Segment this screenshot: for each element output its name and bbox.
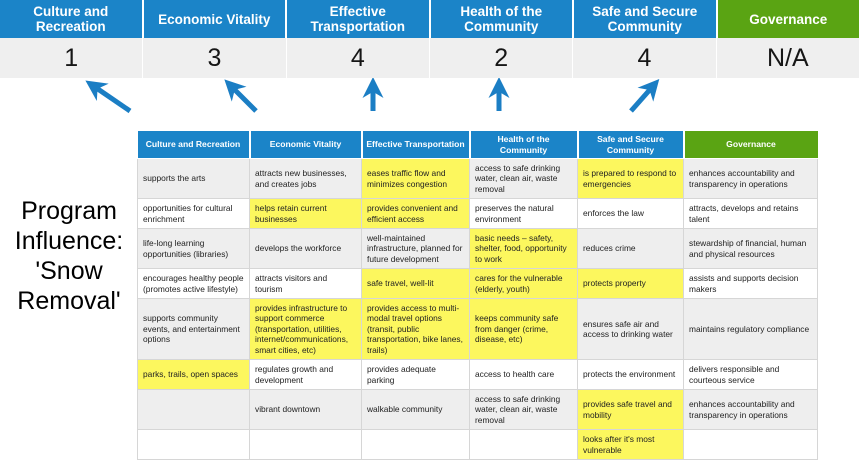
matrix-cell: looks after it's most vulnerable [577, 429, 684, 460]
matrix-cell: provides adequate parking [361, 359, 470, 390]
matrix-cell: maintains regulatory compliance [683, 298, 818, 361]
matrix-cell: provides convenient and efficient access [361, 198, 470, 230]
matrix-cell: protects the environment [577, 359, 684, 390]
matrix-cell: opportunities for cultural enrichment [137, 198, 250, 230]
caption-line-4: Removal' [17, 287, 121, 315]
matrix-header-culture-and-recreation: Culture and Recreation [137, 131, 251, 159]
matrix-cell: well-maintained infrastructure, planned … [361, 228, 470, 270]
matrix-cell: enforces the law [577, 198, 684, 230]
matrix-cell: regulates growth and development [249, 359, 362, 390]
matrix-cell: walkable community [361, 389, 470, 431]
scorecard-header-health-of-the-community: Health of the Community [430, 0, 574, 38]
matrix-body: supports the arts attracts new businesse… [137, 157, 818, 460]
arrow-up-left-icon-1 [85, 80, 132, 114]
matrix-cell [137, 429, 250, 460]
scorecard-value-safe-and-secure-community: 4 [573, 38, 717, 78]
table-row: looks after it's most vulnerable [137, 429, 818, 460]
table-row: parks, trails, open spaces regulates gro… [137, 359, 818, 390]
table-row: vibrant downtown walkable community acce… [137, 389, 818, 431]
matrix-header-row: Culture and Recreation Economic Vitality… [137, 131, 818, 159]
matrix-cell: cares for the vulnerable (elderly, youth… [469, 268, 578, 300]
matrix-cell: eases traffic flow and minimizes congest… [361, 157, 470, 200]
table-row: supports the arts attracts new businesse… [137, 157, 818, 200]
scorecard-value-governance: N/A [766, 43, 809, 72]
caption-line-1: Program [21, 197, 117, 225]
matrix-header-economic-vitality: Economic Vitality [249, 131, 363, 159]
matrix-cell: reduces crime [577, 228, 684, 270]
matrix-cell: enhances accountability and transparency… [683, 157, 818, 200]
matrix-cell [249, 429, 362, 460]
scorecard-value-row: 1 3 4 2 4 N/A [0, 38, 859, 78]
matrix-cell: develops the workforce [249, 228, 362, 270]
matrix-cell: stewardship of financial, human and phys… [683, 228, 818, 270]
arrow-group [85, 78, 660, 114]
matrix-cell: assists and supports decision makers [683, 268, 818, 300]
scorecard-header-culture-and-recreation: Culture and Recreation [0, 0, 144, 38]
matrix-cell: preserves the natural environment [469, 198, 578, 230]
scorecard-band: Culture and Recreation Economic Vitality… [0, 0, 859, 78]
matrix-header-health-of-the-community: Health of the Community [469, 131, 579, 159]
matrix-header-safe-and-secure-community: Safe and Secure Community [577, 131, 685, 159]
scorecard-value-economic-vitality: 3 [143, 38, 287, 78]
matrix-cell: parks, trails, open spaces [137, 359, 250, 390]
matrix-cell [469, 429, 578, 460]
matrix-cell: access to safe drinking water, clean air… [469, 389, 578, 431]
matrix-cell: supports the arts [137, 157, 250, 200]
matrix-cell: supports community events, and entertain… [137, 298, 250, 361]
matrix-cell: vibrant downtown [249, 389, 362, 431]
influence-matrix: Culture and Recreation Economic Vitality… [137, 131, 818, 460]
table-row: life-long learning opportunities (librar… [137, 228, 818, 270]
matrix-cell [361, 429, 470, 460]
table-row: opportunities for cultural enrichment he… [137, 198, 818, 230]
matrix-cell: enhances accountability and transparency… [683, 389, 818, 431]
scorecard-value-health-of-the-community: 2 [430, 38, 574, 78]
matrix-cell: protects property [577, 268, 684, 300]
scorecard-header-safe-and-secure-community: Safe and Secure Community [574, 0, 718, 38]
matrix-cell: helps retain current businesses [249, 198, 362, 230]
table-row: encourages healthy people (promotes acti… [137, 268, 818, 300]
scorecard-value-culture-and-recreation: 1 [0, 38, 144, 78]
scorecard-header-economic-vitality: Economic Vitality [143, 0, 287, 38]
matrix-header-effective-transportation: Effective Transportation [361, 131, 471, 159]
matrix-cell: life-long learning opportunities (librar… [137, 228, 250, 270]
scorecard-header-row: Culture and Recreation Economic Vitality… [0, 0, 859, 38]
matrix-cell: delivers responsible and courteous servi… [683, 359, 818, 390]
matrix-cell: provides safe travel and mobility [577, 389, 684, 431]
arrow-up-left-icon-2 [224, 79, 258, 113]
matrix-header-governance: Governance [683, 131, 818, 159]
matrix-cell: basic needs – safety, shelter, food, opp… [469, 228, 578, 270]
caption-line-2: Influence: [14, 227, 124, 255]
matrix-cell: safe travel, well-lit [361, 268, 470, 300]
matrix-cell: access to health care [469, 359, 578, 390]
matrix-cell [683, 429, 818, 460]
matrix-cell [137, 389, 250, 431]
table-row: supports community events, and entertain… [137, 298, 818, 361]
matrix-cell: ensures safe air and access to drinking … [577, 298, 684, 361]
scorecard-header-effective-transportation: Effective Transportation [287, 0, 431, 38]
scorecard-header-governance: Governance [717, 0, 859, 38]
matrix-cell: encourages healthy people (promotes acti… [137, 268, 250, 300]
influence-matrix-table: Culture and Recreation Economic Vitality… [137, 131, 818, 460]
matrix-cell: attracts new businesses, and creates job… [249, 157, 362, 200]
matrix-cell: keeps community safe from danger (crime,… [469, 298, 578, 361]
arrow-up-right-icon-5 [629, 79, 660, 113]
matrix-cell: attracts, develops and retains talent [683, 198, 818, 230]
matrix-cell: attracts visitors and tourism [249, 268, 362, 300]
matrix-cell: provides access to multi-modal travel op… [361, 298, 470, 361]
matrix-cell: access to safe drinking water, clean air… [469, 157, 578, 200]
matrix-cell: provides infrastructure to support comme… [249, 298, 362, 361]
caption-line-3: 'Snow [35, 257, 103, 285]
program-influence-caption: Program Influence: 'Snow Removal' [4, 196, 134, 316]
matrix-cell: is prepared to respond to emergencies [577, 157, 684, 200]
scorecard-value-effective-transportation: 4 [287, 38, 430, 78]
matrix-header: Culture and Recreation Economic Vitality… [137, 131, 818, 159]
